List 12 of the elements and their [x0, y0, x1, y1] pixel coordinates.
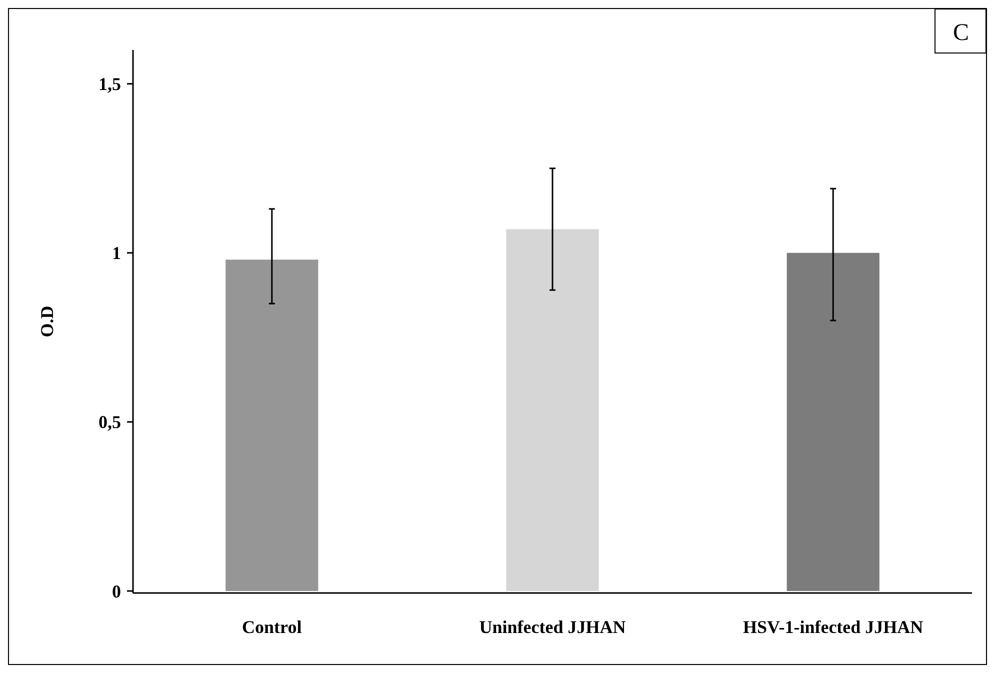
- y-tick-label: 0: [112, 581, 121, 602]
- y-tick-label: 0,5: [98, 412, 121, 432]
- y-axis-title: O.D: [37, 306, 57, 338]
- x-tick-label: Control: [242, 617, 302, 637]
- y-tick-label: 1: [112, 243, 121, 264]
- text: C: [952, 20, 970, 46]
- x-tick-label: Uninfected JJHAN: [479, 617, 626, 637]
- bar: [786, 252, 880, 591]
- bar: [226, 260, 318, 591]
- bar: [506, 229, 599, 591]
- y-tick-label: 1,5: [98, 74, 121, 94]
- x-tick-label: HSV-1-infected JJHAN: [743, 617, 924, 637]
